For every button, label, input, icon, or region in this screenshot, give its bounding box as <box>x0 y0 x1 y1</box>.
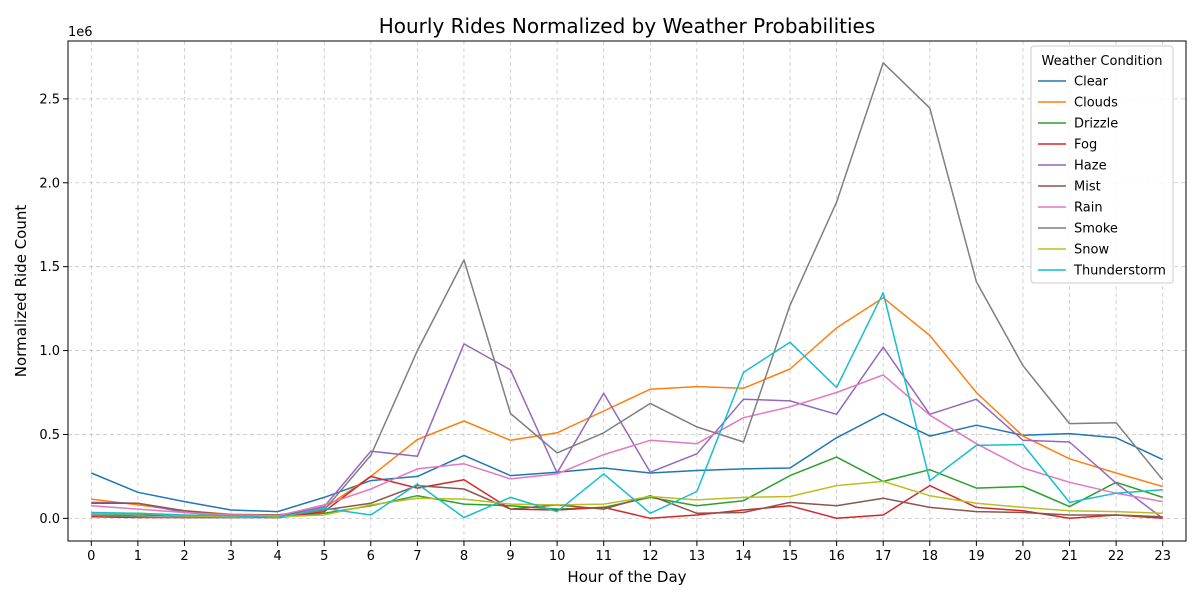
x-tick-label: 5 <box>320 549 328 564</box>
series-line-clear <box>91 412 1164 513</box>
plot-frame <box>67 40 1187 542</box>
legend-title: Weather Condition <box>1042 54 1163 69</box>
legend-label-smoke: Smoke <box>1074 222 1118 237</box>
series-line-clouds <box>91 296 1163 516</box>
legend-items: Clear Clouds Drizzle Fog Haze Mist Rain Smoke Sn… <box>1038 75 1166 279</box>
legend-label-thunderstorm: Thunderstorm <box>1073 264 1166 279</box>
x-tick-label: 4 <box>273 549 281 564</box>
series-line-thunderstorm <box>91 291 1163 519</box>
legend-label-mist: Mist <box>1074 180 1101 195</box>
x-tick-label: 0 <box>87 549 95 564</box>
chart-title: Hourly Rides Normalized by Weather Proba… <box>379 14 876 38</box>
axis-ticks: 0 1 2 3 4 5 6 7 8 9 10 11 12 13 14 15 16 17 18 19 20 21 22 230.… <box>39 92 1171 564</box>
x-tick-label: 16 <box>828 549 845 564</box>
x-tick-label: 18 <box>922 549 939 564</box>
x-tick-label: 20 <box>1015 549 1032 564</box>
x-tick-label: 6 <box>367 549 375 564</box>
series-line-smoke <box>91 62 1164 519</box>
y-tick-label: 2.0 <box>39 176 60 191</box>
x-tick-label: 23 <box>1154 549 1171 564</box>
legend-label-haze: Haze <box>1074 159 1107 174</box>
x-tick-label: 9 <box>506 549 514 564</box>
legend-label-clouds: Clouds <box>1074 96 1118 111</box>
x-tick-label: 7 <box>413 549 421 564</box>
series-line-mist <box>91 484 1163 518</box>
x-tick-label: 12 <box>642 549 659 564</box>
y-tick-label: 1.0 <box>39 344 60 359</box>
x-tick-label: 15 <box>782 549 799 564</box>
y-tick-label: 1.5 <box>39 260 60 275</box>
x-tick-label: 17 <box>875 549 892 564</box>
legend-label-clear: Clear <box>1074 75 1109 90</box>
legend-label-drizzle: Drizzle <box>1074 117 1118 132</box>
x-tick-label: 14 <box>735 549 752 564</box>
series-lines <box>91 62 1164 520</box>
x-tick-label: 19 <box>968 549 985 564</box>
series-line-rain <box>91 374 1163 517</box>
x-tick-label: 11 <box>595 549 612 564</box>
x-tick-label: 8 <box>460 549 468 564</box>
y-axis-offset-label: 1e6 <box>68 25 93 40</box>
x-tick-label: 10 <box>549 549 566 564</box>
legend-label-fog: Fog <box>1074 138 1097 153</box>
legend-label-rain: Rain <box>1074 201 1103 216</box>
legend-box <box>1030 45 1174 284</box>
x-tick-label: 21 <box>1061 549 1078 564</box>
x-tick-label: 22 <box>1108 549 1125 564</box>
x-axis-label: Hour of the Day <box>567 568 686 586</box>
x-tick-label: 3 <box>227 549 235 564</box>
y-tick-label: 2.5 <box>39 92 60 107</box>
y-tick-label: 0.0 <box>39 512 60 527</box>
legend: Weather Condition Clear Clouds Drizzle Fog H… <box>1030 45 1174 284</box>
x-tick-label: 13 <box>689 549 706 564</box>
series-line-drizzle <box>91 456 1163 519</box>
x-tick-label: 1 <box>134 549 142 564</box>
y-axis-label: Normalized Ride Count <box>12 205 30 378</box>
legend-label-snow: Snow <box>1074 243 1109 258</box>
x-tick-label: 2 <box>180 549 188 564</box>
y-tick-label: 0.5 <box>39 428 60 443</box>
